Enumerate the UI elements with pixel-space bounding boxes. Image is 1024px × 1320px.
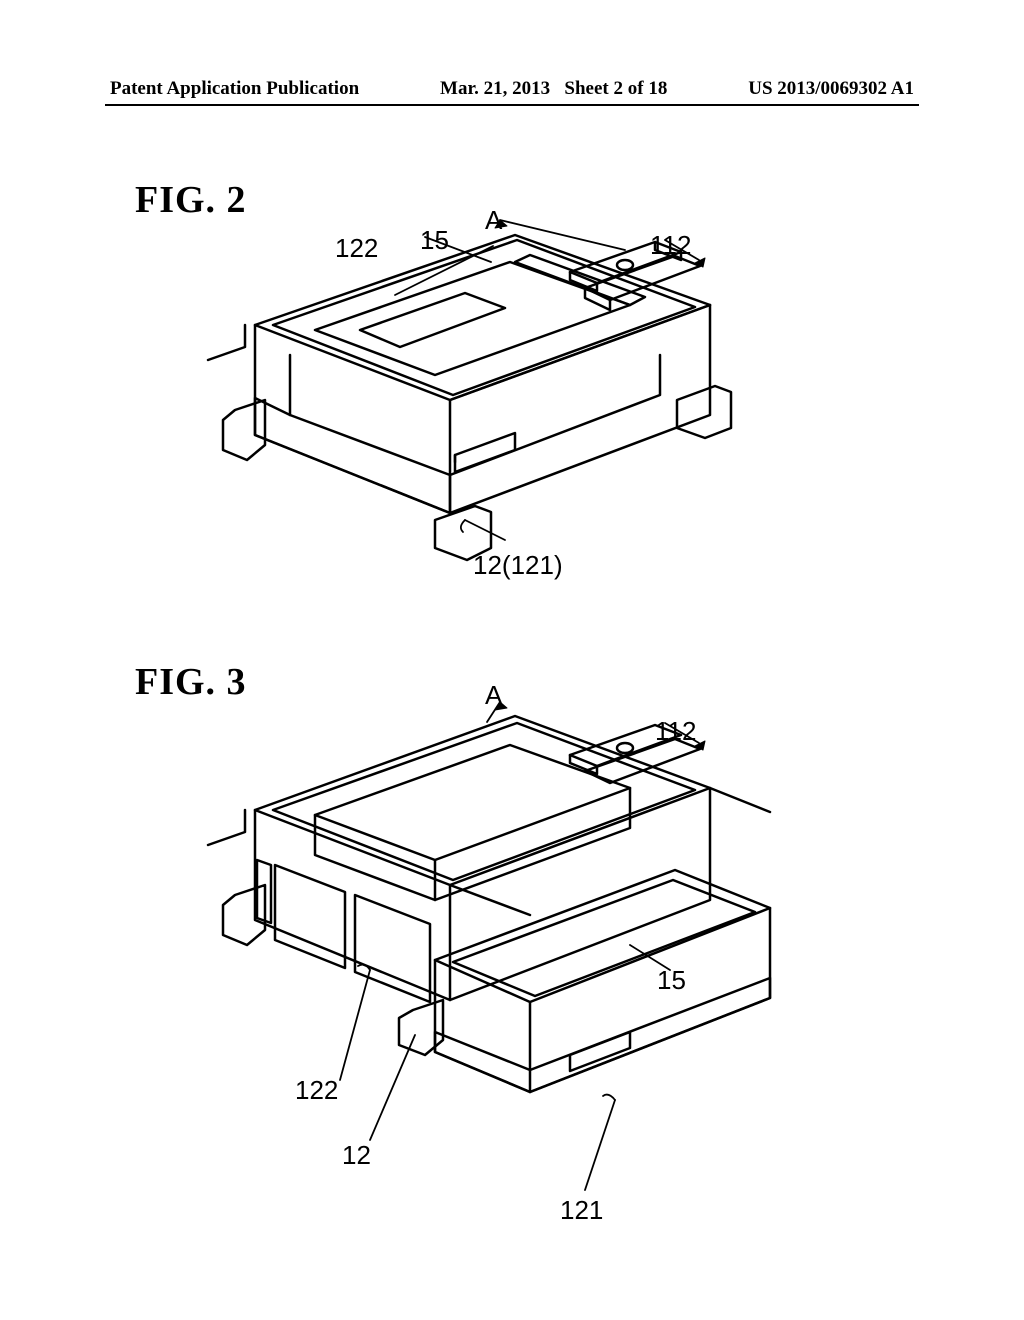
patent-header: Patent Application Publication Mar. 21, … <box>0 78 1024 100</box>
fig3-svg <box>175 660 815 1220</box>
fig3-callout-12: 12 <box>342 1140 371 1171</box>
fig3-drawing <box>175 660 815 1220</box>
fig3-callout-A: A <box>485 680 502 711</box>
header-sheet: Sheet 2 of 18 <box>564 78 667 99</box>
fig2-callout-12: 12(121) <box>473 550 563 581</box>
fig3-callout-121: 121 <box>560 1195 603 1226</box>
header-left: Patent Application Publication <box>110 78 359 100</box>
fig3-callout-122: 122 <box>295 1075 338 1106</box>
fig2-callout-112: 112 <box>650 230 691 261</box>
fig2-callout-A: A <box>485 205 502 236</box>
fig3-callout-112: 112 <box>655 716 696 747</box>
fig2-callout-122: 122 <box>335 233 378 264</box>
header-date: Mar. 21, 2013 <box>440 78 550 99</box>
header-rule <box>105 104 919 106</box>
fig3-callout-15: 15 <box>657 965 686 996</box>
header-pubno: US 2013/0069302 A1 <box>748 78 914 100</box>
fig2-callout-15: 15 <box>420 225 449 256</box>
